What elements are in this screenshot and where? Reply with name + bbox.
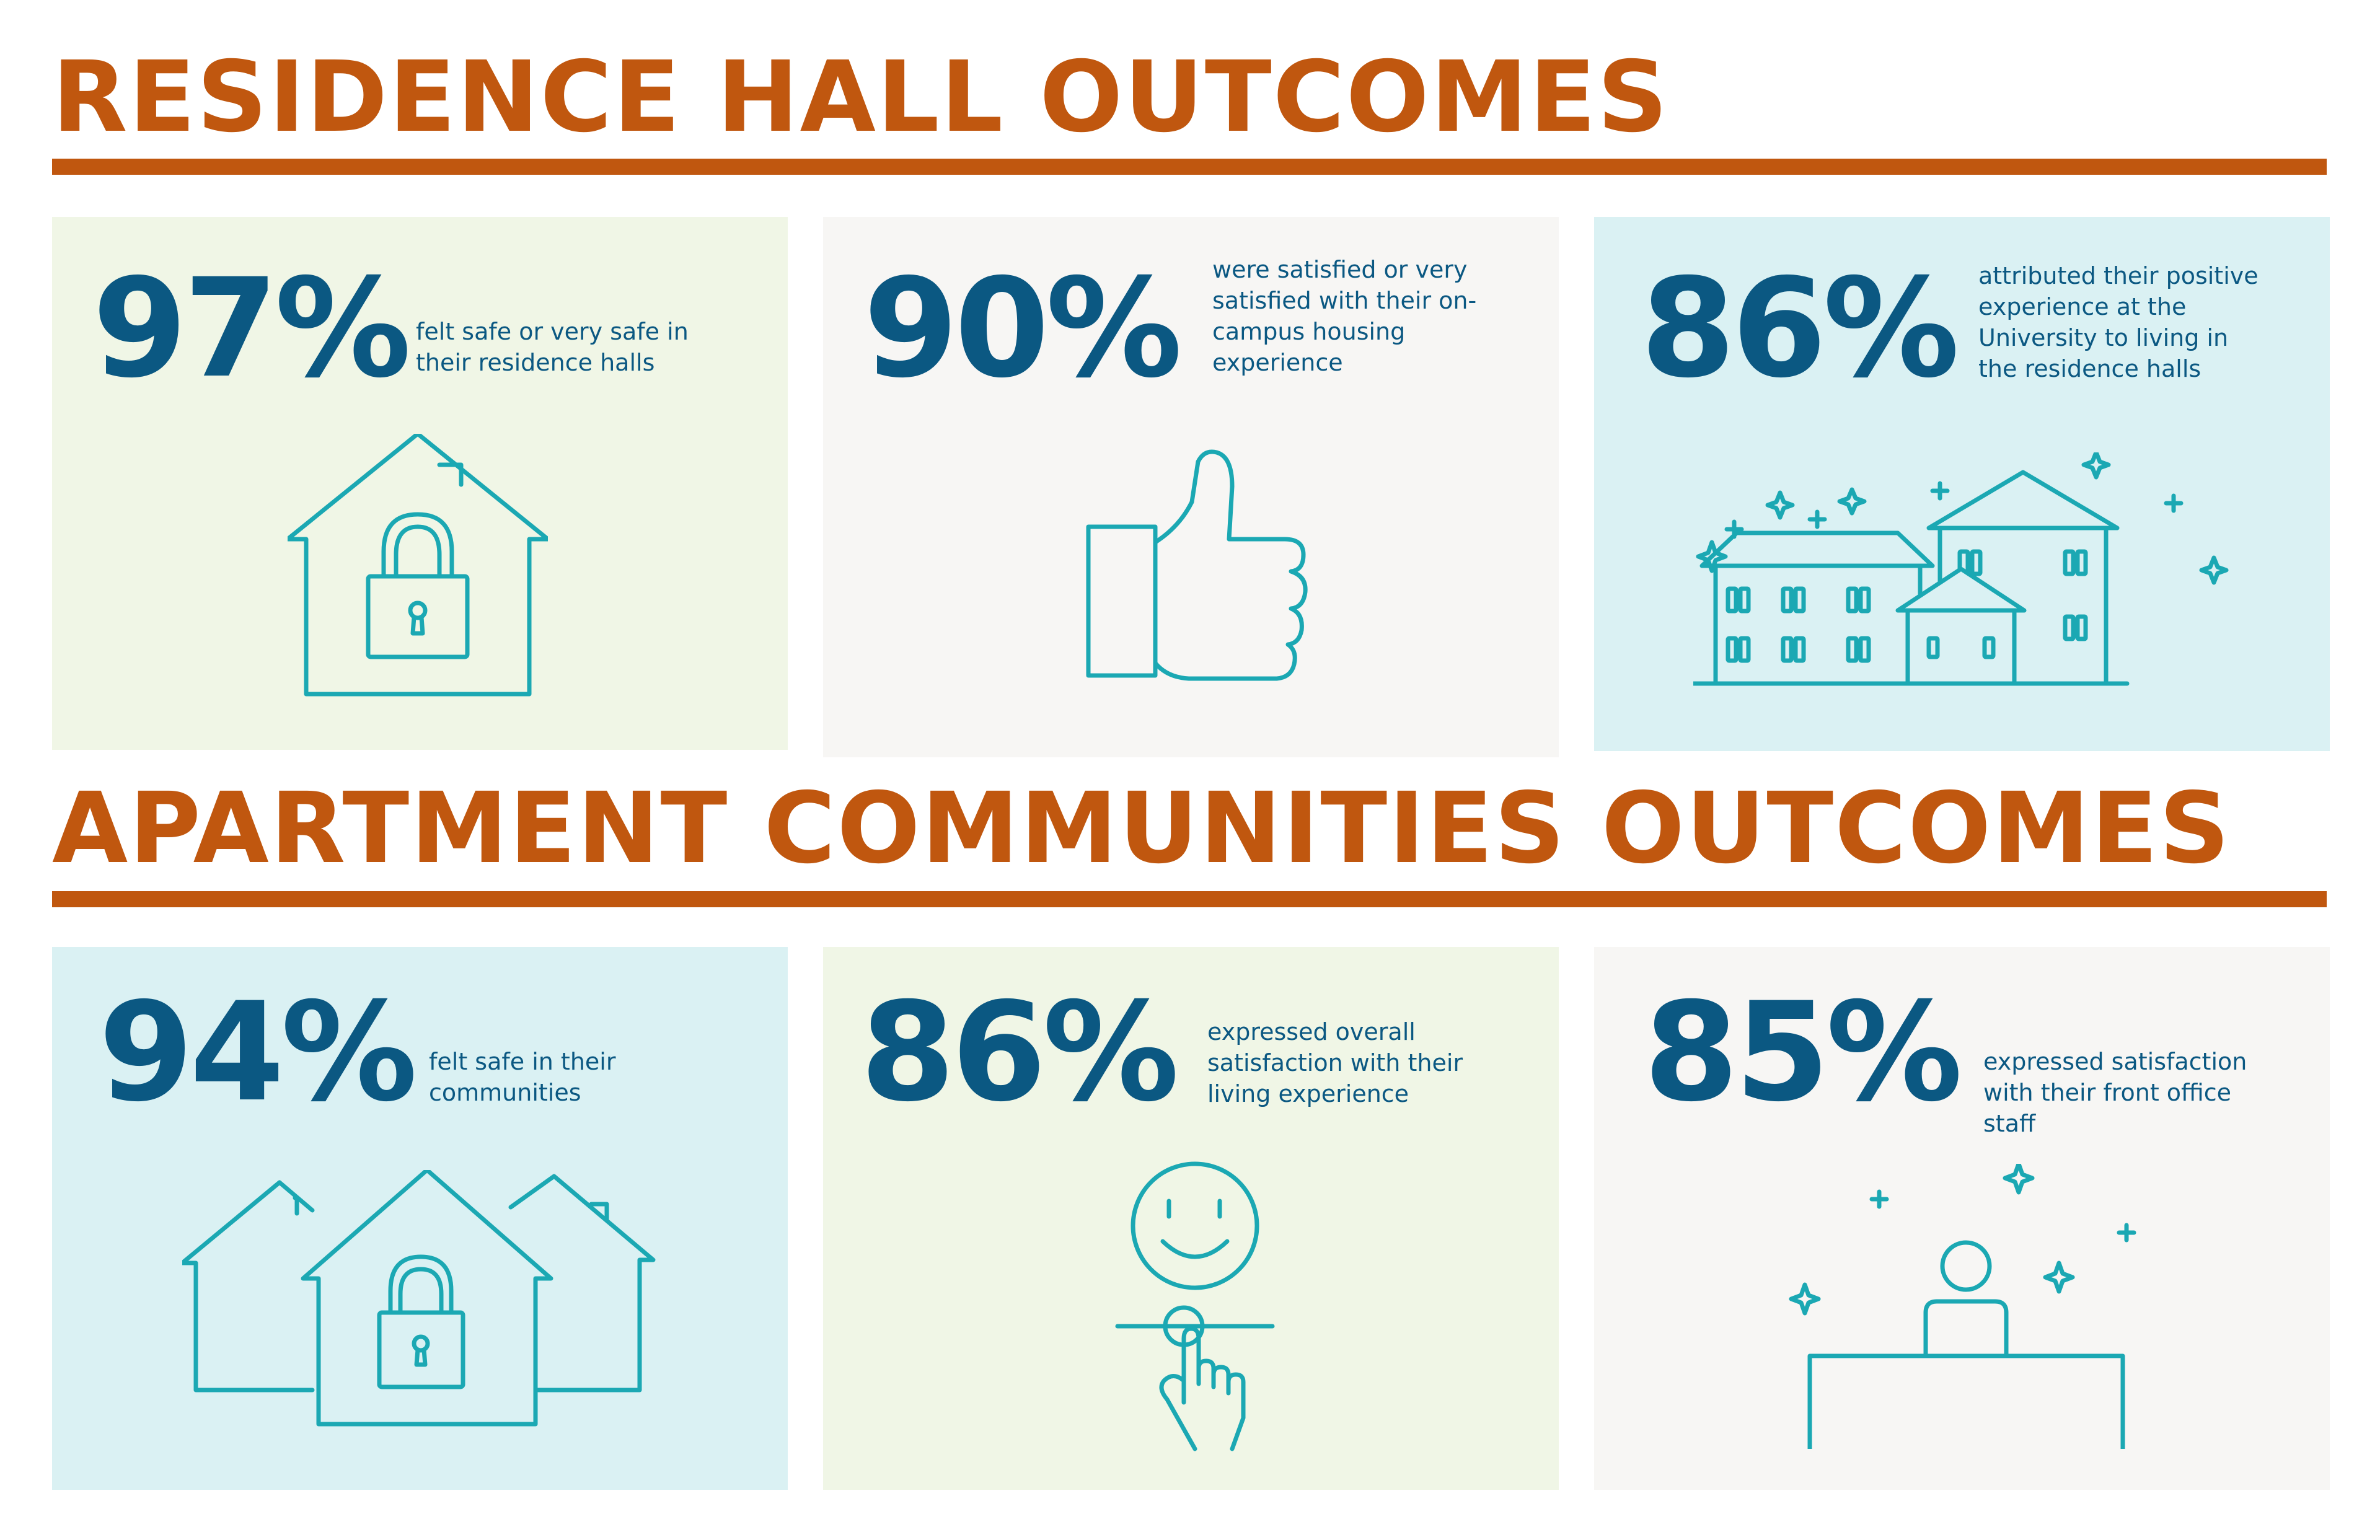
stat-description: expressed satisfaction with their front … xyxy=(1983,1048,2247,1137)
stat-card-residence-safe: 97% felt safe or very safe in their resi… xyxy=(52,217,788,750)
thumbs-up-icon xyxy=(1083,449,1319,685)
stat-percent: 86% xyxy=(1641,249,1960,408)
house-lock-icon xyxy=(288,434,548,706)
stat-description: felt safe in their communities xyxy=(429,1048,616,1106)
stat-description: attributed their positive experience at … xyxy=(1978,262,2259,382)
stat-description: expressed overall satisfaction with thei… xyxy=(1207,1018,1463,1107)
residence-hall-title: RESIDENCE HALL OUTCOMES xyxy=(52,40,1669,154)
houses-lock-icon xyxy=(182,1170,666,1443)
apartment-communities-title: APARTMENT COMMUNITIES OUTCOMES xyxy=(52,772,2231,886)
stat-percent: 85% xyxy=(1644,973,1963,1132)
stat-card-living-satisfaction: 86% expressed overall satisfaction with … xyxy=(823,947,1559,1490)
stat-card-positive-experience: 86% attributed their positive experience… xyxy=(1594,217,2330,751)
stat-description: were satisfied or very satisfied with th… xyxy=(1212,256,1477,376)
residence-halls-sparkle-icon xyxy=(1693,452,2239,700)
smiley-touch-icon xyxy=(1114,1158,1276,1455)
stat-card-front-office: 85% expressed satisfaction with their fr… xyxy=(1594,947,2330,1490)
stat-percent: 94% xyxy=(99,973,418,1132)
stat-percent: 90% xyxy=(863,249,1183,408)
stat-card-housing-satisfaction: 90% were satisfied or very satisfied wit… xyxy=(823,217,1559,757)
stat-description: felt safe or very safe in their residenc… xyxy=(416,318,689,376)
front-desk-staff-icon xyxy=(1786,1164,2152,1449)
stat-card-apartment-safe: 94% felt safe in their communities xyxy=(52,947,788,1490)
residence-hall-divider xyxy=(52,159,2327,175)
stat-percent: 86% xyxy=(860,973,1179,1132)
stat-percent: 97% xyxy=(92,249,412,408)
apartment-communities-divider xyxy=(52,891,2327,907)
